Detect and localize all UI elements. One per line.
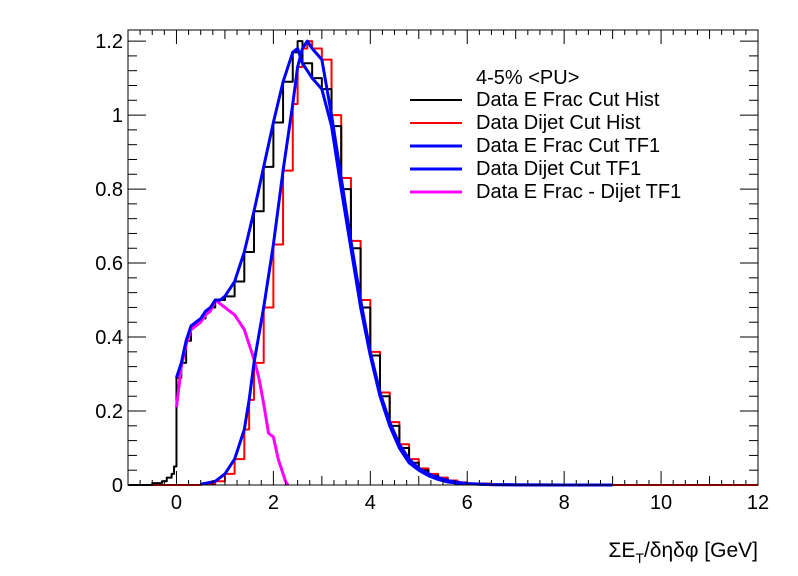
x-tick-label: 2 [268, 492, 279, 514]
legend-entry: Data E Frac - Dijet TF1 [476, 181, 681, 203]
legend-entry: Data E Frac Cut TF1 [476, 135, 660, 157]
x-axis-title: ΣET/δηδφ [GeV] [608, 539, 758, 566]
legend-entry: Data Dijet Cut TF1 [476, 158, 641, 180]
y-tick-label: 0.8 [95, 179, 123, 201]
series-line-4 [174, 298, 290, 486]
x-axis: 0 2 4 6 8 10 12 [127, 30, 769, 514]
y-tick-label: 0.6 [95, 253, 123, 275]
y-tick-label: 0.4 [95, 327, 123, 349]
legend-entry: Data Dijet Cut Hist [476, 112, 641, 134]
y-axis: 0 0.2 0.4 0.6 0.8 1 1.2 [95, 31, 758, 497]
x-tick-label: 4 [365, 492, 376, 514]
x-tick-label: 6 [462, 492, 473, 514]
x-tick-label: 0 [171, 492, 182, 514]
x-tick-label: 8 [559, 492, 570, 514]
y-tick-label: 0.2 [95, 401, 123, 423]
x-axis-title-rest: /δηδφ [GeV] [644, 539, 758, 562]
series-layer [128, 39, 758, 487]
x-axis-title-sigma: ΣE [608, 539, 635, 562]
x-tick-label: 12 [747, 492, 769, 514]
y-tick-label: 1 [112, 105, 123, 127]
series-line-2 [175, 46, 613, 487]
x-axis-title-subscript: T [635, 550, 644, 566]
legend-title: 4-5% <PU> [476, 67, 579, 89]
x-tick-label: 10 [650, 492, 672, 514]
y-tick-label: 1.2 [95, 31, 123, 53]
legend-entry: Data E Frac Cut Hist [476, 89, 660, 111]
y-tick-label: 0 [112, 475, 123, 497]
